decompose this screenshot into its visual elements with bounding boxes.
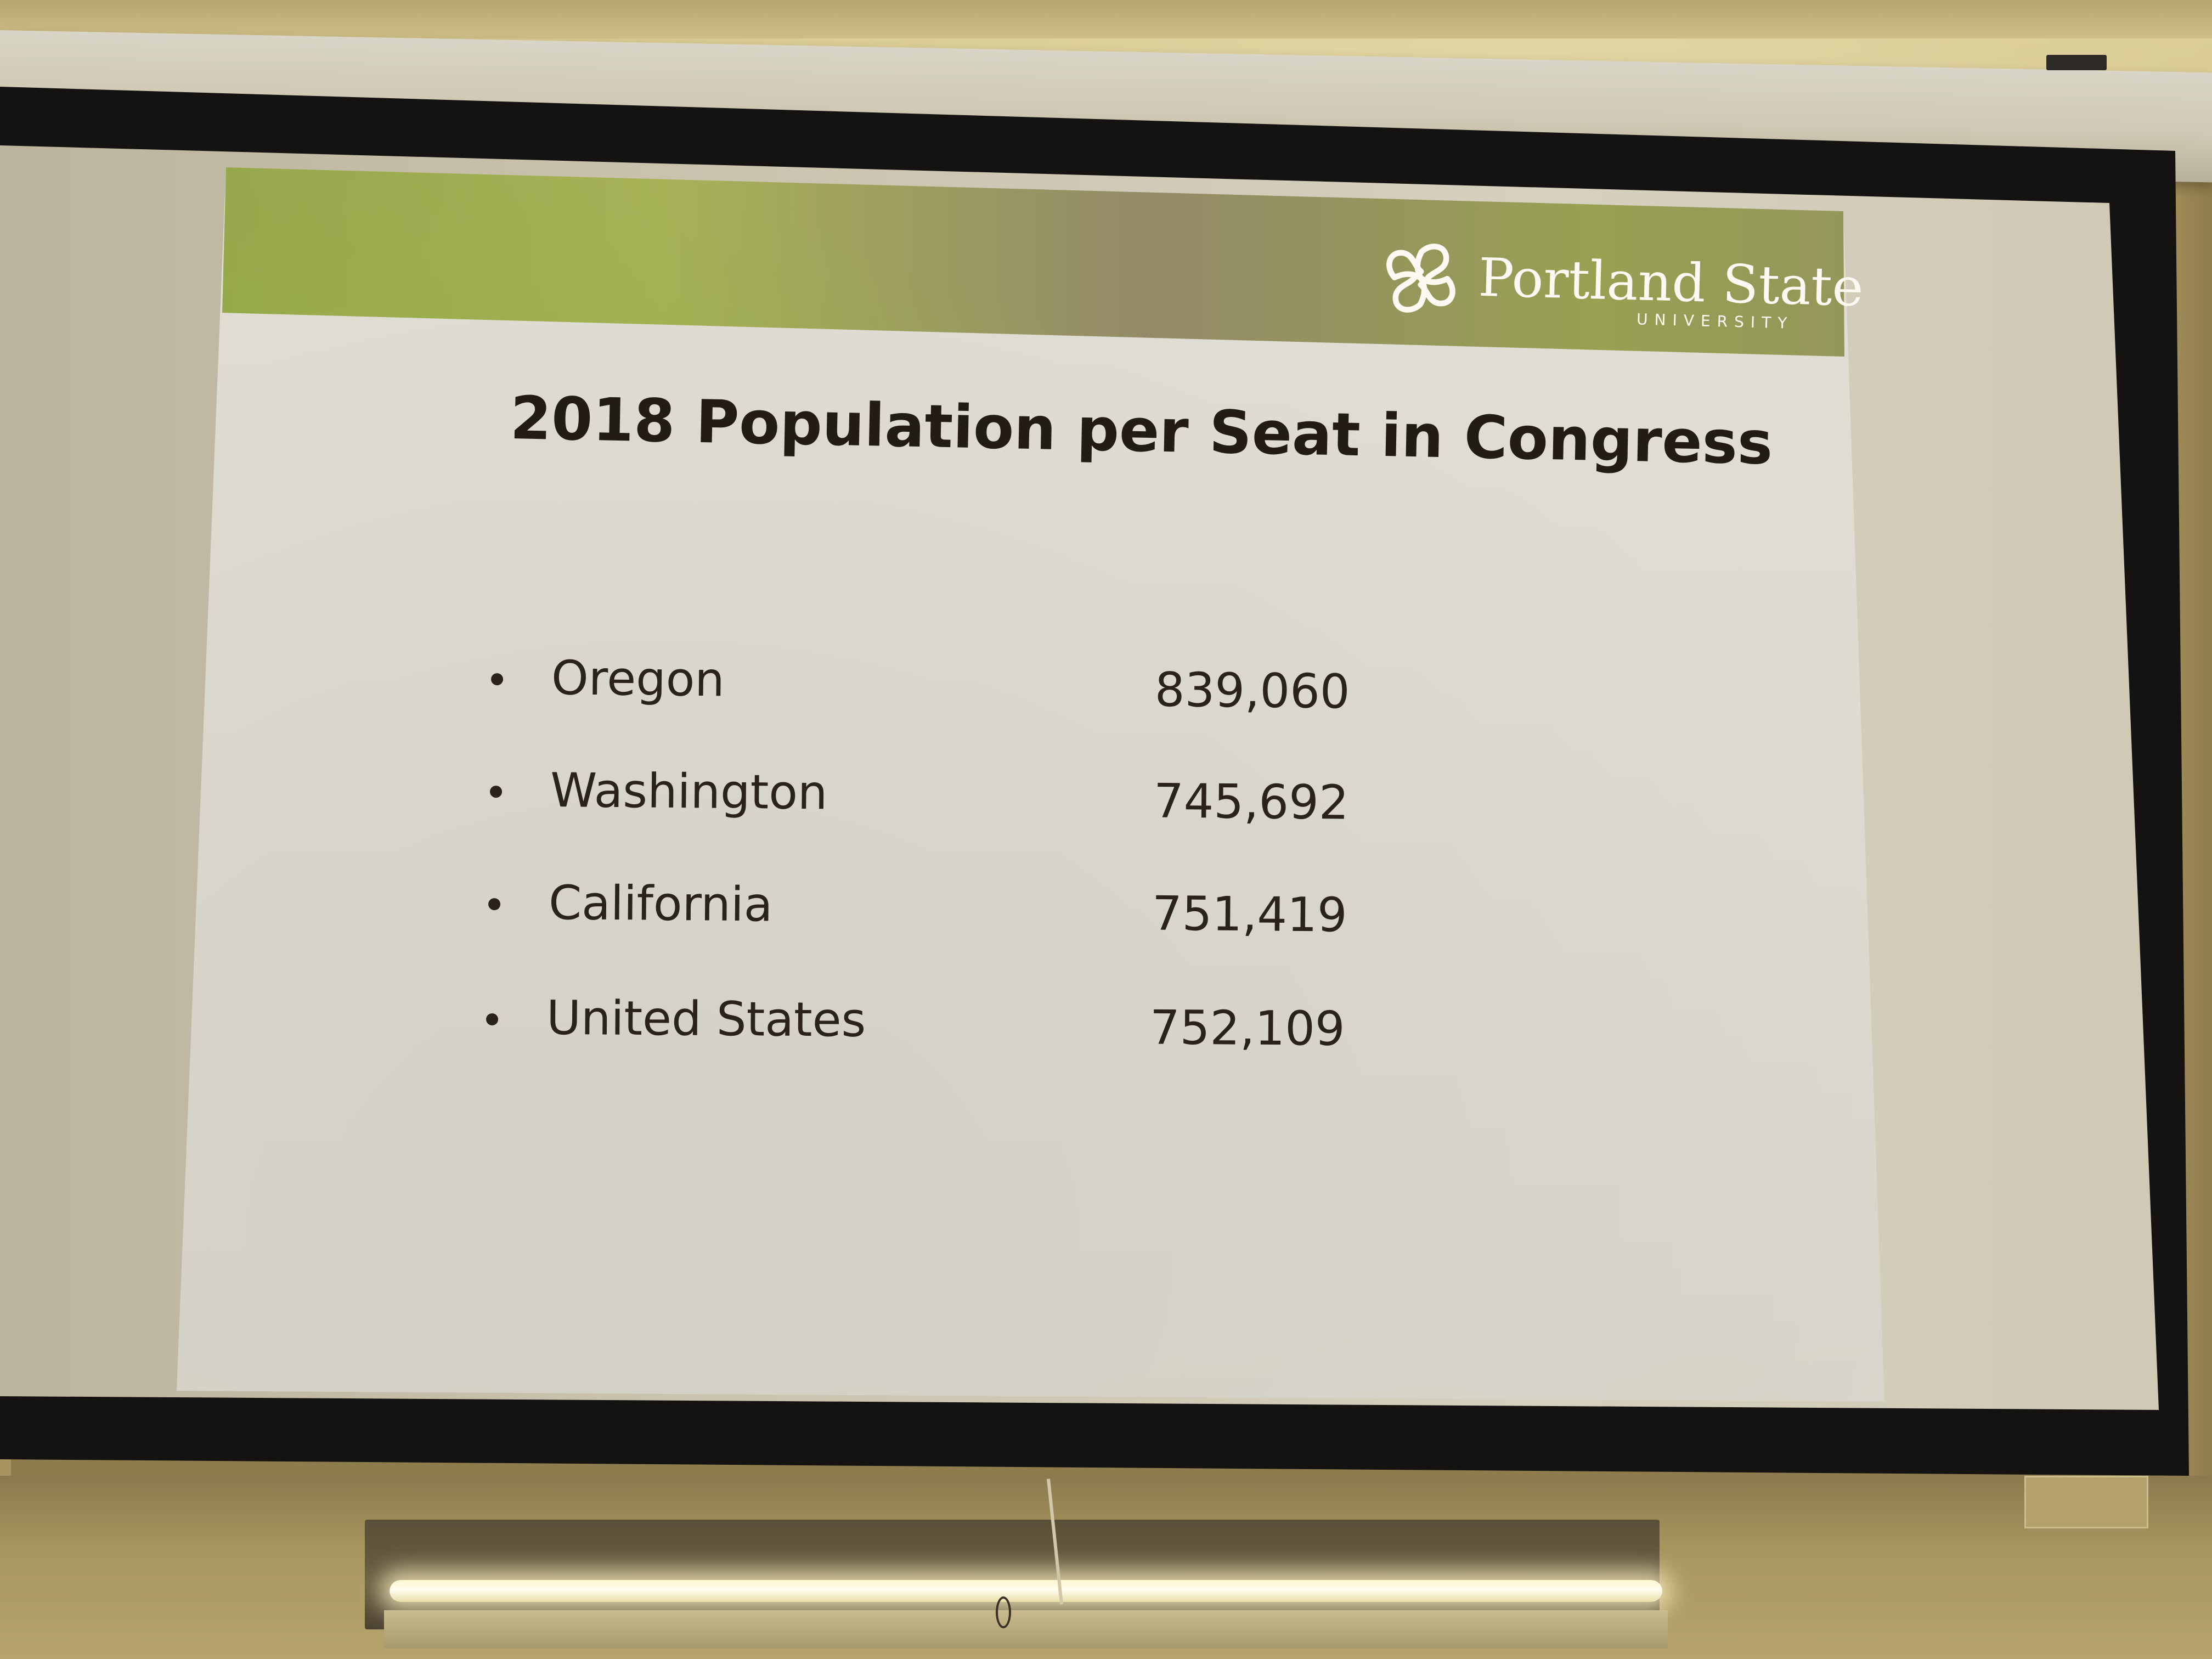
state-label: United States bbox=[546, 990, 866, 1048]
bullet-icon bbox=[489, 786, 503, 798]
list-item: United States 752,109 bbox=[486, 990, 1419, 1063]
list-item: California 751,419 bbox=[488, 875, 1421, 949]
population-value: 839,060 bbox=[1154, 662, 1351, 720]
list-item: Washington 745,692 bbox=[489, 763, 1423, 837]
ceiling bbox=[0, 0, 2212, 38]
list-item: Oregon 839,060 bbox=[490, 650, 1424, 726]
bullet-icon bbox=[490, 673, 504, 686]
portland-state-knot-icon bbox=[1386, 244, 1455, 313]
bullet-icon bbox=[486, 1013, 499, 1026]
wall-plate bbox=[2024, 1476, 2148, 1528]
state-label: Washington bbox=[550, 763, 828, 821]
fluorescent-light-tube bbox=[390, 1580, 1662, 1602]
university-logo: Portland State UNIVERSITY bbox=[1379, 233, 1864, 332]
population-value: 751,419 bbox=[1152, 886, 1348, 943]
state-label: Oregon bbox=[551, 651, 725, 708]
bullet-icon bbox=[488, 898, 501, 911]
housing-label bbox=[2046, 55, 2107, 70]
logo-wordmark: Portland State bbox=[1477, 246, 1864, 319]
population-value: 745,692 bbox=[1153, 774, 1350, 831]
light-fixture-base bbox=[384, 1610, 1668, 1649]
state-label: California bbox=[548, 875, 773, 933]
population-value: 752,109 bbox=[1149, 1000, 1345, 1057]
pull-cord-ring bbox=[996, 1596, 1011, 1628]
